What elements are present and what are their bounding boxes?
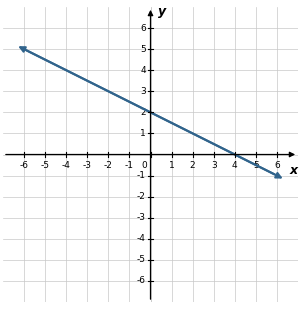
Text: -2: -2 bbox=[104, 161, 113, 170]
Text: -1: -1 bbox=[125, 161, 134, 170]
Text: y: y bbox=[158, 5, 166, 18]
Text: -5: -5 bbox=[41, 161, 50, 170]
Text: 5: 5 bbox=[253, 161, 259, 170]
Text: 6: 6 bbox=[140, 23, 146, 32]
Text: 1: 1 bbox=[140, 129, 146, 138]
Text: x: x bbox=[290, 164, 298, 177]
Text: 2: 2 bbox=[190, 161, 195, 170]
Text: 0: 0 bbox=[141, 161, 147, 170]
Text: 4: 4 bbox=[140, 66, 146, 75]
Text: 4: 4 bbox=[232, 161, 237, 170]
Text: -3: -3 bbox=[137, 213, 146, 222]
Text: 5: 5 bbox=[140, 44, 146, 54]
Text: 1: 1 bbox=[169, 161, 175, 170]
Text: 3: 3 bbox=[211, 161, 217, 170]
Text: -5: -5 bbox=[137, 255, 146, 265]
Text: -3: -3 bbox=[83, 161, 92, 170]
Text: -4: -4 bbox=[137, 234, 146, 243]
Text: 3: 3 bbox=[140, 87, 146, 96]
Text: -6: -6 bbox=[20, 161, 29, 170]
Text: -2: -2 bbox=[137, 192, 146, 201]
Text: 2: 2 bbox=[140, 108, 146, 117]
Text: -6: -6 bbox=[137, 277, 146, 286]
Text: -4: -4 bbox=[62, 161, 71, 170]
Text: -1: -1 bbox=[137, 171, 146, 180]
Text: 6: 6 bbox=[274, 161, 280, 170]
